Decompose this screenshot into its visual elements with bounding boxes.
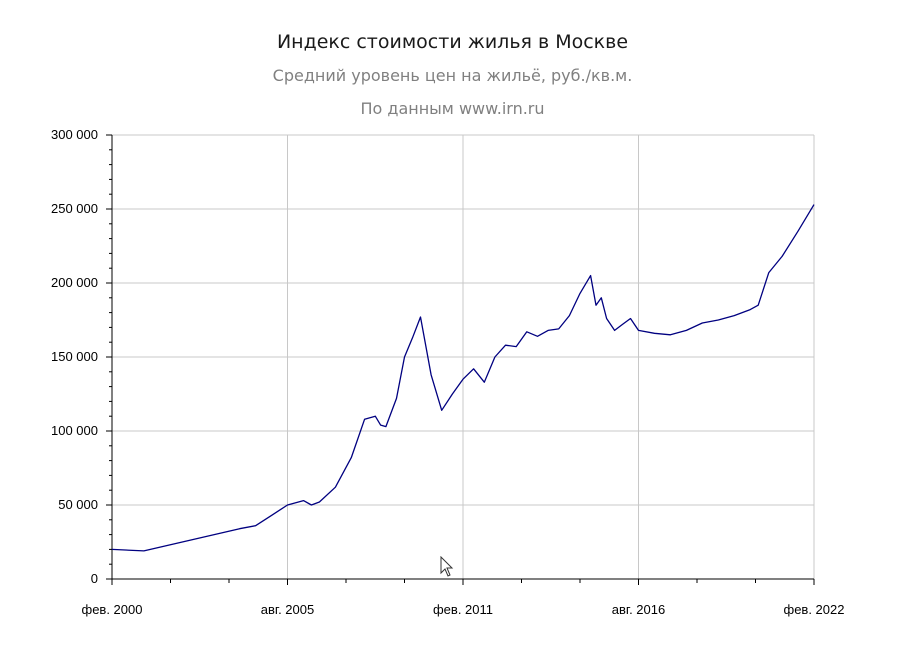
series-line xyxy=(111,204,815,552)
y-tick-label: 50 000 xyxy=(58,497,98,512)
x-tick-label: фев. 2011 xyxy=(433,602,493,617)
x-tick-label: фев. 2022 xyxy=(784,602,845,617)
y-tick-label: 0 xyxy=(91,571,98,586)
y-tick-label: 100 000 xyxy=(51,423,98,438)
x-tick-label: авг. 2016 xyxy=(612,602,665,617)
chart-subtitle: Средний уровень цен на жильё, руб./кв.м. xyxy=(272,66,633,85)
y-tick-label: 150 000 xyxy=(51,349,98,364)
x-tick-label: авг. 2005 xyxy=(261,602,314,617)
mouse-pointer-icon xyxy=(440,556,454,577)
y-tick-label: 250 000 xyxy=(51,201,98,216)
y-tick-label: 200 000 xyxy=(51,275,98,290)
y-tick-label: 300 000 xyxy=(51,127,98,142)
chart-title: Индекс стоимости жилья в Москве xyxy=(276,31,629,53)
chart-source: По данным www.irn.ru xyxy=(360,99,545,118)
x-tick-label: фев. 2000 xyxy=(82,602,143,617)
